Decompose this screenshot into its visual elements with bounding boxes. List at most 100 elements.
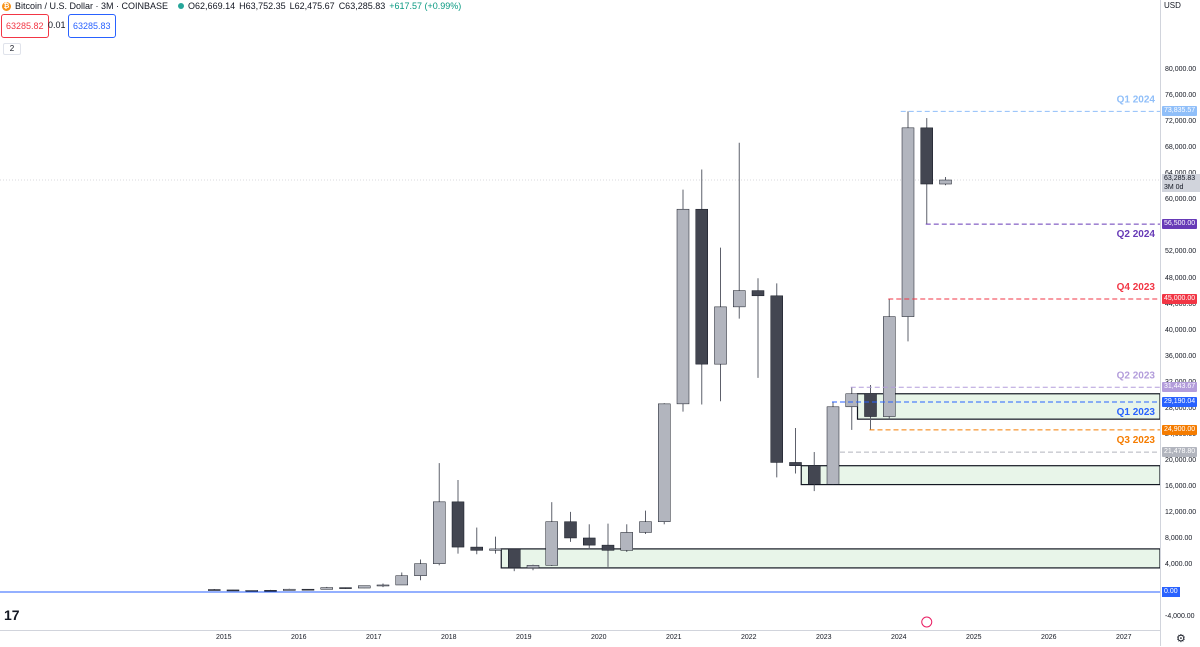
candle[interactable] xyxy=(545,502,558,566)
candle[interactable] xyxy=(320,586,333,590)
candle-body xyxy=(808,465,821,485)
candle[interactable] xyxy=(489,536,502,554)
candle[interactable] xyxy=(414,559,427,581)
candle-body xyxy=(301,588,315,591)
candle[interactable] xyxy=(226,589,240,592)
support-zone[interactable] xyxy=(500,548,1160,569)
candle[interactable] xyxy=(583,524,596,550)
candlestick-chart[interactable]: Q1 2024 Q2 2024 Q4 2023 Q2 2023 Q1 2023 Q3 20… xyxy=(0,0,1160,630)
event-marker-icon[interactable] xyxy=(921,616,933,628)
candle[interactable] xyxy=(864,384,877,430)
candle-body xyxy=(376,584,390,587)
candle[interactable] xyxy=(395,572,408,586)
price-tick: 20,000.00 xyxy=(1165,456,1197,464)
level-price-tag: 24,900.00 xyxy=(1162,424,1198,435)
current-price-tag: 63,285.83 3M 0d xyxy=(1162,174,1200,192)
indicator-toggle[interactable]: 2 xyxy=(3,43,21,55)
level-label: Q1 2023 xyxy=(1117,407,1156,418)
time-tick: 2026 xyxy=(1041,634,1057,641)
symbol-title[interactable]: Bitcoin / U.S. Dollar · 3M · COINBASE xyxy=(15,1,169,11)
time-tick: 2021 xyxy=(666,634,682,641)
price-tick: 64,000.00 xyxy=(1165,170,1196,177)
tradingview-logo[interactable]: 17 xyxy=(4,607,20,623)
candle[interactable] xyxy=(358,585,371,589)
level-price-tag: 29,190.04 xyxy=(1162,396,1198,407)
candle[interactable] xyxy=(283,588,296,591)
level-price-tag: 31,443.67 xyxy=(1162,382,1198,393)
bitcoin-icon: ₿ xyxy=(2,1,11,11)
spread-value: 0.01 xyxy=(48,20,66,30)
candle-body xyxy=(658,403,671,522)
candle-body xyxy=(395,575,408,586)
candle[interactable] xyxy=(264,589,277,592)
candle[interactable] xyxy=(620,524,633,552)
candle[interactable] xyxy=(733,142,746,319)
candle[interactable] xyxy=(208,589,221,591)
ohlc-low: L62,475.67 xyxy=(289,1,335,11)
symbol-header: ₿ Bitcoin / U.S. Dollar · 3M · COINBASE … xyxy=(0,0,461,12)
candle[interactable] xyxy=(658,403,671,525)
candle[interactable] xyxy=(470,527,483,555)
candle-body xyxy=(770,295,783,463)
candle-body xyxy=(564,521,577,539)
zero-price-tag: 0.00 xyxy=(1162,587,1180,597)
candle-body xyxy=(508,548,521,569)
candle[interactable] xyxy=(808,452,821,492)
indicator-count: 2 xyxy=(9,44,15,53)
candle-body xyxy=(883,316,896,417)
candle[interactable] xyxy=(376,583,390,588)
candle[interactable] xyxy=(770,283,783,478)
level-price-tag: 73,835.57 xyxy=(1162,106,1198,117)
candle[interactable] xyxy=(676,189,690,412)
candle[interactable] xyxy=(508,548,521,572)
candle-body xyxy=(470,546,483,551)
candle[interactable] xyxy=(451,480,465,554)
candle-body xyxy=(920,127,933,185)
candle-body xyxy=(676,208,690,405)
currency-label: USD xyxy=(1164,1,1181,10)
candle[interactable] xyxy=(920,118,933,225)
time-tick: 2017 xyxy=(366,634,382,641)
price-tick: 80,000.00 xyxy=(1165,66,1197,74)
candle[interactable] xyxy=(826,401,840,485)
candle[interactable] xyxy=(939,176,952,186)
candle[interactable] xyxy=(339,587,352,589)
support-zone[interactable] xyxy=(856,393,1161,420)
candle-body xyxy=(864,393,877,417)
candle[interactable] xyxy=(564,511,577,542)
candle[interactable] xyxy=(695,169,708,405)
candle[interactable] xyxy=(245,590,258,592)
price-axis[interactable]: -4,000.00 4,000.00 8,000.00 12,000.00 16,000… xyxy=(1160,0,1200,646)
candle-body xyxy=(751,290,765,297)
candle[interactable] xyxy=(601,523,615,567)
level-label: Q1 2024 xyxy=(1117,94,1156,105)
candle-body xyxy=(283,588,296,591)
candle[interactable] xyxy=(901,111,915,342)
candle[interactable] xyxy=(526,564,540,571)
settings-icon[interactable]: ⚙ xyxy=(1176,633,1186,645)
price-tick: 76,000.00 xyxy=(1165,92,1197,100)
candle[interactable] xyxy=(751,278,765,378)
price-tick: 68,000.00 xyxy=(1165,144,1197,152)
time-tick: 2016 xyxy=(291,634,307,641)
price-tick: 32,000.00 xyxy=(1165,379,1196,386)
candle[interactable] xyxy=(714,247,727,402)
time-axis[interactable]: 2015 2016 2017 2018 2019 2020 2021 2022 2023 2024… xyxy=(0,630,1160,647)
candle[interactable] xyxy=(789,427,802,474)
sell-button[interactable]: 63285.82 xyxy=(1,14,49,38)
buy-button[interactable]: 63285.83 xyxy=(68,14,116,38)
candle-body xyxy=(226,589,240,592)
level-price-tag: 21,478.80 xyxy=(1162,447,1198,458)
level-price-tag: 56,500.00 xyxy=(1162,219,1198,230)
candle[interactable] xyxy=(883,299,896,420)
support-zone[interactable] xyxy=(800,465,1160,486)
current-price-value: 63,285.83 xyxy=(1164,175,1196,182)
price-tick: 40,000.00 xyxy=(1165,326,1197,334)
level-label: Q4 2023 xyxy=(1117,282,1156,293)
candle-body xyxy=(620,532,633,551)
candle[interactable] xyxy=(639,510,652,535)
candle[interactable] xyxy=(433,463,446,566)
candle[interactable] xyxy=(845,387,858,430)
candle[interactable] xyxy=(301,588,315,591)
price-tick: 52,000.00 xyxy=(1165,248,1197,256)
